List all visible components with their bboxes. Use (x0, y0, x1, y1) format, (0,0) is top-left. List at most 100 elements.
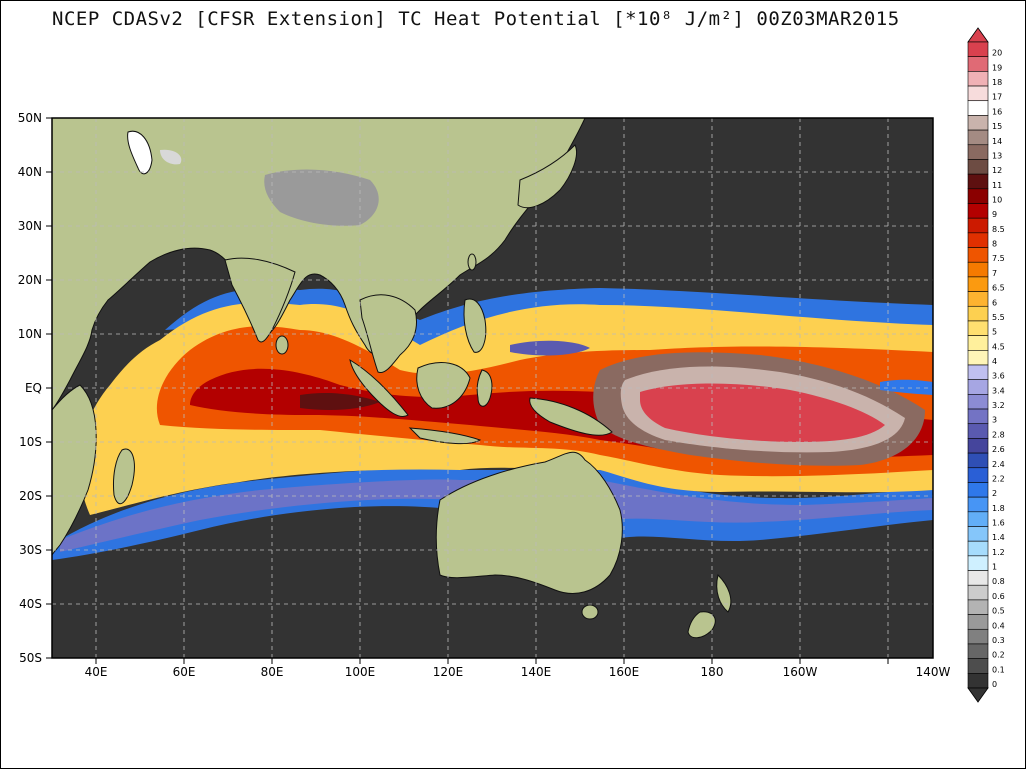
colorbar-label: 8 (992, 240, 997, 249)
sri-lanka (275, 335, 289, 355)
colorbar-label: 3.2 (992, 401, 1005, 410)
colorbar-swatch (967, 71, 989, 87)
colorbar-label: 2.4 (992, 460, 1005, 469)
lat-label: 40S (19, 597, 42, 611)
colorbar-label: 5.5 (992, 313, 1005, 322)
colorbar-label: 18 (992, 78, 1002, 87)
colorbar-label: 4 (992, 357, 997, 366)
colorbar-label: 15 (992, 122, 1002, 131)
colorbar-label: 7.5 (992, 254, 1005, 263)
colorbar-label: 3.6 (992, 372, 1005, 381)
lon-label: 140W (916, 665, 951, 679)
colorbar-swatch (967, 115, 989, 131)
colorbar-label: 10 (992, 196, 1002, 205)
chart-title: NCEP CDASv2 [CFSR Extension] TC Heat Pot… (52, 8, 900, 30)
colorbar-swatch (967, 305, 989, 322)
colorbar-swatch (967, 467, 989, 483)
new-zealand-south (687, 611, 716, 639)
lat-label: 30S (19, 543, 42, 557)
colorbar-label: 16 (992, 107, 1002, 116)
colorbar-swatch (967, 584, 989, 601)
lat-label: 30N (18, 219, 42, 233)
longitude-labels: 40E 60E 80E 100E 120E 140E 160E 180 160W… (85, 665, 951, 679)
colorbar-swatch (967, 203, 989, 219)
pacific-pink-pool (640, 383, 885, 442)
colorbar-label: 1.4 (992, 533, 1005, 542)
lat-label: 10S (19, 435, 42, 449)
colorbar-label: 2.6 (992, 445, 1005, 454)
colorbar-label: 13 (992, 151, 1002, 160)
colorbar-swatch (967, 570, 989, 586)
sumatra (349, 358, 409, 417)
colorbar-label: 0.2 (992, 651, 1005, 660)
colorbar-top-arrow (967, 27, 989, 43)
java (408, 427, 482, 445)
lat-label: EQ (25, 381, 42, 395)
lon-label: 160W (783, 665, 818, 679)
taiwan (467, 253, 477, 271)
colorbar-label: 14 (992, 137, 1002, 146)
colorbar: 201918171615141312111098.587.576.565.554… (967, 27, 1005, 703)
colorbar-swatch (967, 423, 989, 439)
colorbar-label: 0.8 (992, 577, 1005, 586)
colorbar-swatch (967, 129, 989, 146)
lat-label: 20N (18, 273, 42, 287)
lat-label: 10N (18, 327, 42, 341)
colorbar-label: 0.6 (992, 592, 1005, 601)
colorbar-label: 20 (992, 49, 1002, 58)
colorbar-swatch (967, 438, 989, 454)
colorbar-swatch (967, 261, 989, 278)
colorbar-swatch (967, 614, 989, 630)
colorbar-label: 12 (992, 166, 1002, 175)
colorbar-swatch (967, 526, 989, 542)
latitude-labels: 50N 40N 30N 20N 10N EQ 10S 20S 30S 40S 5… (18, 111, 42, 665)
tick-marks (46, 117, 889, 664)
colorbar-swatch (967, 232, 989, 248)
philippines (463, 298, 487, 353)
colorbar-swatch (967, 555, 989, 571)
colorbar-label: 3.4 (992, 386, 1005, 395)
colorbar-label: 2.2 (992, 474, 1005, 483)
colorbar-swatch (967, 482, 989, 498)
colorbar-swatch (967, 452, 989, 469)
colorbar-swatch (967, 247, 989, 263)
colorbar-swatch (967, 276, 989, 292)
colorbar-swatch (967, 643, 989, 659)
lat-label: 50N (18, 111, 42, 125)
colorbar-swatch (967, 628, 989, 645)
lon-label: 120E (433, 665, 464, 679)
dark-core (300, 392, 380, 410)
colorbar-label: 19 (992, 63, 1002, 72)
colorbar-swatch (967, 496, 989, 513)
graticule (52, 118, 933, 658)
philippine-sea-cool-patch (510, 340, 590, 356)
colorbar-label: 9 (992, 210, 997, 219)
colorbar-label: 0.3 (992, 636, 1005, 645)
asia-landmass (52, 118, 586, 411)
colorbar-swatch (967, 673, 989, 689)
colorbar-swatch (967, 100, 989, 116)
persian-gulf-highlights (160, 149, 182, 165)
colorbar-swatch (967, 350, 989, 366)
east-pacific-cool-patch (880, 379, 933, 395)
colorbar-swatch (967, 394, 989, 410)
colorbar-swatch (967, 379, 989, 395)
colorbar-swatch (967, 335, 989, 351)
colorbar-label: 6 (992, 298, 997, 307)
colorbar-label: 0.4 (992, 621, 1005, 630)
purple-band-south (60, 479, 933, 552)
colorbar-label: 2.8 (992, 430, 1005, 439)
colorbar-label: 2 (992, 489, 997, 498)
lon-label: 180 (701, 665, 724, 679)
colorbar-label: 5 (992, 328, 997, 337)
colorbar-label: 1.6 (992, 519, 1005, 528)
colorbar-label: 1.8 (992, 504, 1005, 513)
colorbar-swatch (967, 599, 989, 615)
lon-label: 80E (261, 665, 284, 679)
colorbar-label: 0 (992, 680, 997, 689)
colorbar-label: 0.1 (992, 665, 1005, 674)
colorbar-swatch (967, 364, 989, 380)
colorbar-label: 3 (992, 416, 997, 425)
borneo (416, 362, 471, 409)
